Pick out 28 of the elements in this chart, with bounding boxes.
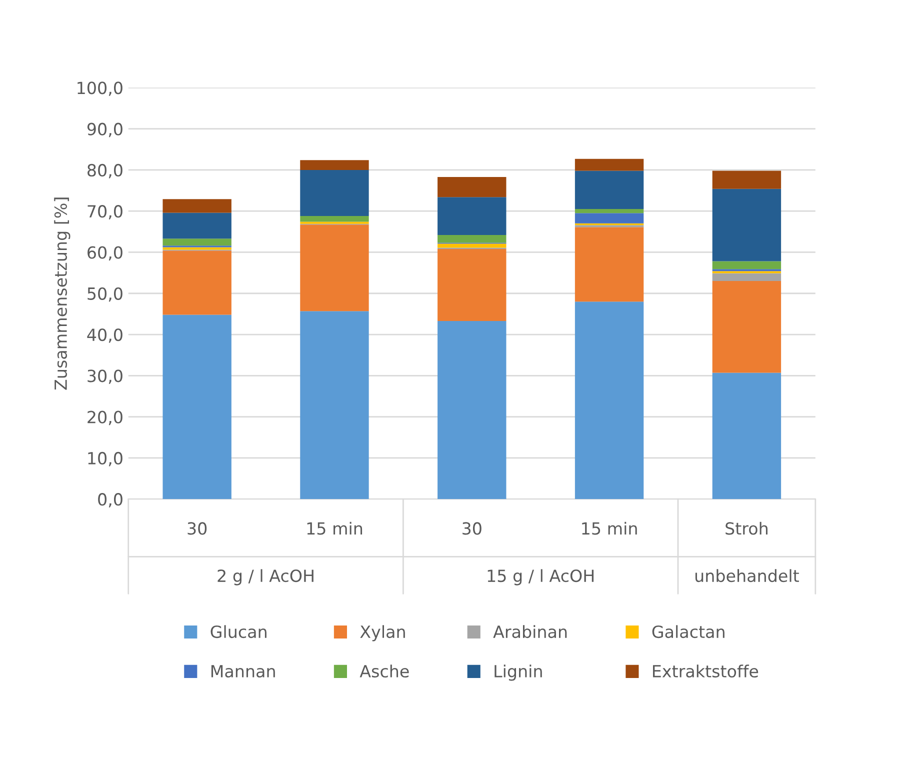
y-tick-label: 70,0 <box>88 205 122 220</box>
legend-label: Galactan <box>652 625 724 638</box>
x-tick-label: 30 <box>188 522 207 535</box>
legend-label: Glucan <box>210 625 266 638</box>
x-tick-label: 15 min <box>582 522 637 535</box>
legend-label: Xylan <box>360 625 405 642</box>
legend-label: Arabinan <box>493 625 567 638</box>
y-tick-label: 60,0 <box>88 246 122 260</box>
text: 2 g / l AcOH <box>218 569 314 586</box>
y-tick-label: 0,0 <box>98 493 122 508</box>
y-tick-label: 10,0 <box>88 452 122 466</box>
text: unbehandelt <box>695 569 799 582</box>
x-tick-label: 30 <box>462 522 482 535</box>
y-axis-title: Zusammensetzung [%] <box>54 198 70 390</box>
x-tick-label: 15 min <box>307 522 362 535</box>
y-tick-label: 20,0 <box>88 410 122 426</box>
legend-label: Extraktstoffe <box>653 664 758 678</box>
y-tick-label: 100,0 <box>78 82 122 96</box>
legend-label: Mannan <box>211 665 275 678</box>
x-tick-label: Stroh <box>726 522 768 535</box>
legend-label: Lignin <box>494 664 542 681</box>
y-tick-label: 30,0 <box>88 370 122 384</box>
y-tick-label: 50,0 <box>88 287 122 302</box>
y-tick-label: 40,0 <box>87 328 122 343</box>
y-tick-label: 80,0 <box>88 164 122 178</box>
y-tick-label: 90,0 <box>87 122 122 138</box>
text: 15 g / l AcOH <box>488 569 594 586</box>
legend-label: Asche <box>360 664 409 678</box>
